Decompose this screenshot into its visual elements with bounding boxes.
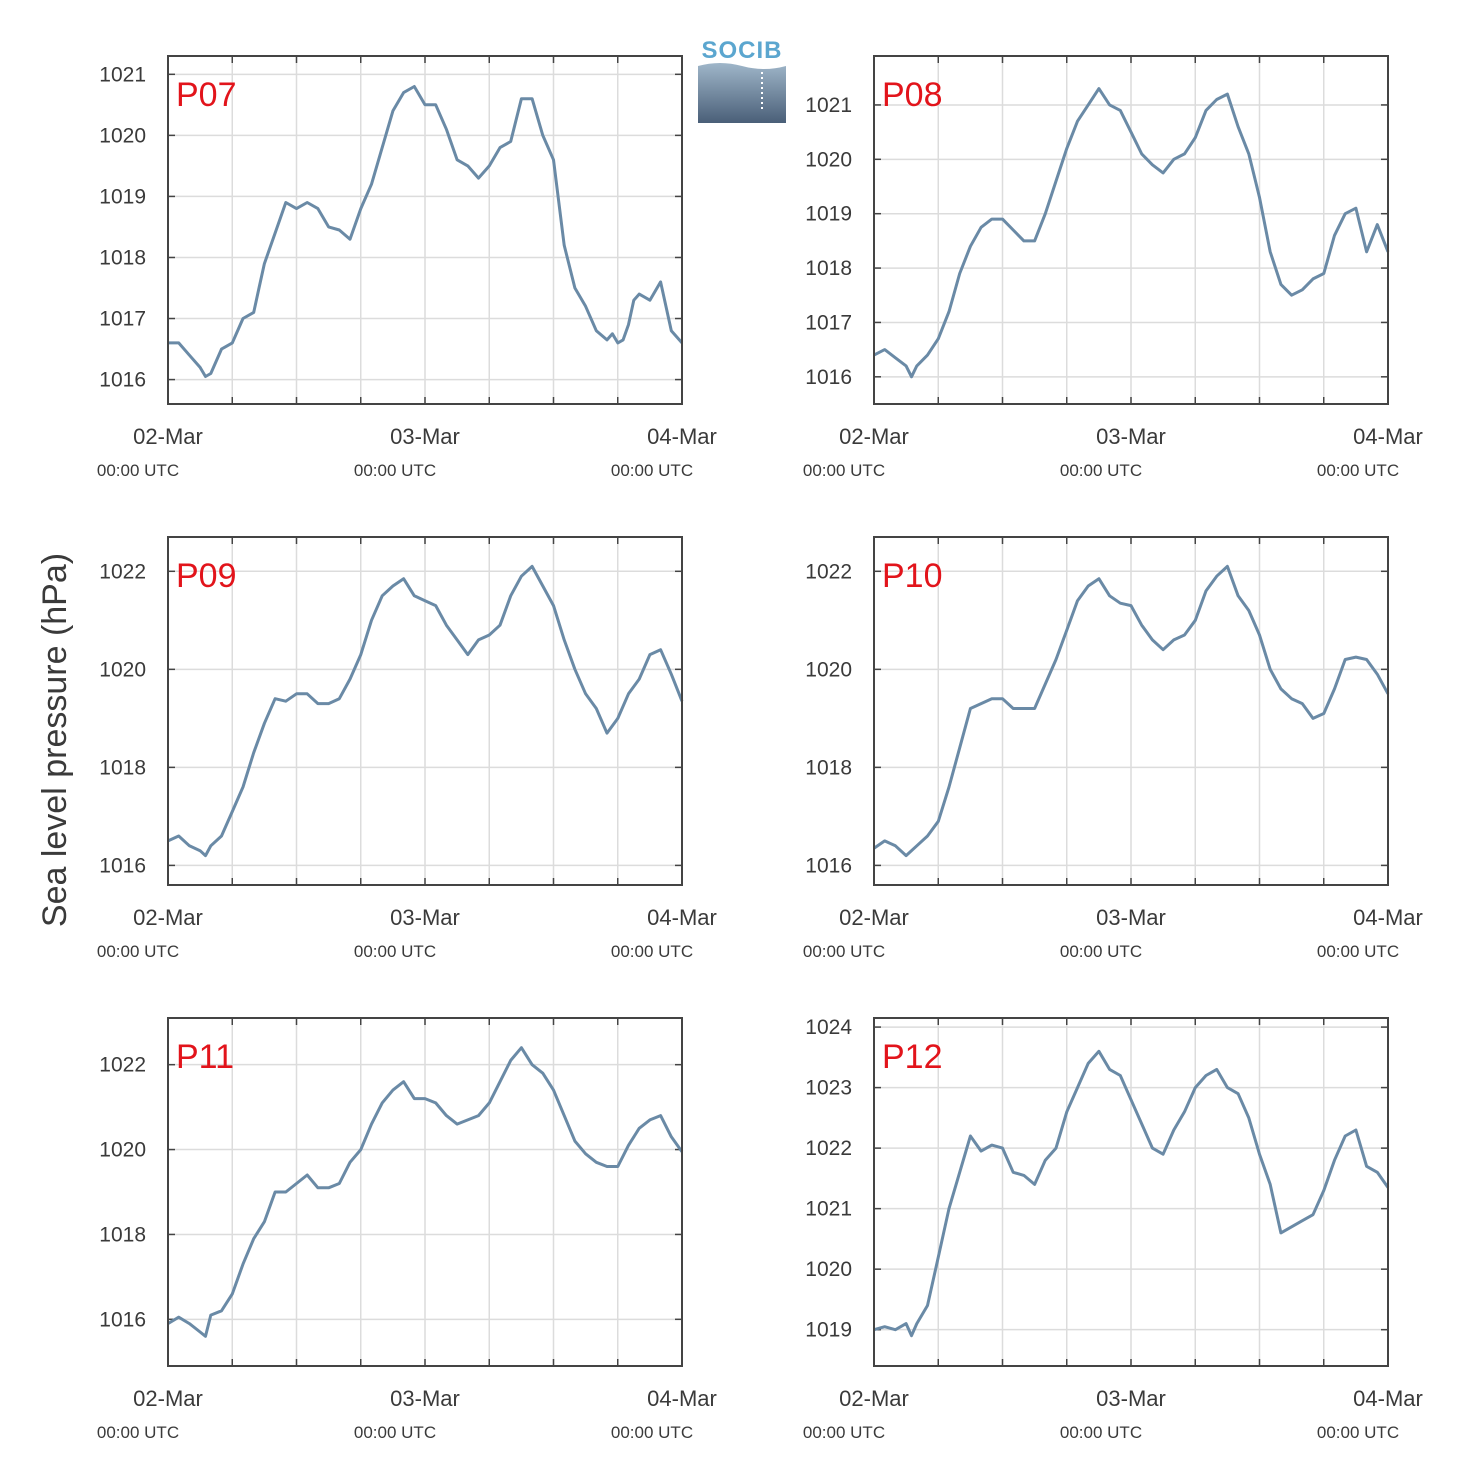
x-tick-sublabel: 00:00 UTC	[1060, 942, 1142, 961]
x-tick-label: 02-Mar	[133, 905, 203, 930]
socib-logo: SOCIB	[698, 37, 786, 123]
y-tick-label: 1023	[805, 1077, 852, 1100]
x-tick-label: 02-Mar	[839, 905, 909, 930]
y-tick-label: 1018	[99, 1223, 146, 1246]
y-axis-label: Sea level pressure (hPa)	[36, 553, 74, 927]
y-tick-label: 1016	[805, 854, 852, 877]
x-tick-sublabel: 00:00 UTC	[97, 461, 179, 480]
y-tick-label: 1019	[805, 1319, 852, 1342]
x-tick-label: 03-Mar	[390, 424, 460, 449]
panel-p10: 1016 1018 1020 1022 02-Mar 00:00 UTC 03-Mar 00:…	[803, 536, 1423, 961]
y-tick-label: 1020	[805, 148, 852, 171]
x-tick-label: 03-Mar	[1096, 905, 1166, 930]
socib-logo-wave	[698, 63, 786, 123]
y-tick-label: 1018	[99, 246, 146, 269]
x-tick-sublabel: 00:00 UTC	[354, 1423, 436, 1442]
plot-frame	[873, 536, 1389, 886]
x-tick-label: 02-Mar	[133, 424, 203, 449]
x-tick-sublabel: 00:00 UTC	[611, 1423, 693, 1442]
plot-frame	[873, 55, 1389, 405]
x-tick-sublabel: 00:00 UTC	[1060, 461, 1142, 480]
socib-logo-text: SOCIB	[701, 37, 782, 64]
y-tick-label: 1024	[805, 1016, 852, 1039]
plot-frame	[167, 1017, 683, 1367]
y-tick-label: 1020	[805, 1258, 852, 1281]
x-tick-label: 03-Mar	[1096, 1386, 1166, 1411]
y-tick-label: 1018	[805, 257, 852, 280]
y-tick-label: 1019	[99, 185, 146, 208]
x-tick-label: 04-Mar	[1353, 1386, 1423, 1411]
y-tick-label: 1022	[805, 560, 852, 583]
panel-label: P12	[882, 1038, 943, 1076]
x-tick-label: 03-Mar	[1096, 424, 1166, 449]
plot-frame	[167, 536, 683, 886]
series-line-p11	[167, 1046, 684, 1338]
x-tick-label: 04-Mar	[1353, 424, 1423, 449]
y-tick-label: 1021	[805, 1198, 852, 1221]
x-tick-sublabel: 00:00 UTC	[1060, 1423, 1142, 1442]
panel-label: P10	[882, 557, 943, 595]
y-tick-label: 1022	[805, 1137, 852, 1160]
x-tick-sublabel: 00:00 UTC	[97, 942, 179, 961]
y-tick-label: 1016	[99, 854, 146, 877]
x-tick-sublabel: 00:00 UTC	[97, 1423, 179, 1442]
x-tick-sublabel: 00:00 UTC	[1317, 942, 1399, 961]
y-tick-label: 1019	[805, 203, 852, 226]
y-tick-label: 1016	[99, 369, 146, 392]
x-tick-label: 04-Mar	[647, 905, 717, 930]
x-tick-sublabel: 00:00 UTC	[803, 461, 885, 480]
x-tick-label: 04-Mar	[1353, 905, 1423, 930]
y-tick-label: 1016	[99, 1308, 146, 1331]
y-tick-label: 1018	[805, 756, 852, 779]
plot-frame	[873, 1017, 1389, 1367]
panel-label: P07	[176, 76, 237, 114]
panel-label: P09	[176, 557, 237, 595]
x-tick-label: 03-Mar	[390, 905, 460, 930]
x-tick-sublabel: 00:00 UTC	[1317, 461, 1399, 480]
x-tick-label: 02-Mar	[133, 1386, 203, 1411]
x-tick-label: 02-Mar	[839, 1386, 909, 1411]
panel-p07: 1016 1017 1018 1019 1020 1021 02-Mar 00:00 UTC 0…	[97, 55, 717, 480]
panel-label: P08	[882, 76, 943, 114]
y-tick-label: 1018	[99, 756, 146, 779]
y-tick-label: 1022	[99, 1054, 146, 1077]
y-tick-label: 1020	[805, 658, 852, 681]
plot-frame	[167, 55, 683, 405]
y-tick-label: 1022	[99, 560, 146, 583]
x-tick-label: 03-Mar	[390, 1386, 460, 1411]
y-tick-label: 1020	[99, 658, 146, 681]
x-tick-sublabel: 00:00 UTC	[1317, 1423, 1399, 1442]
series-line-p10	[873, 564, 1390, 858]
y-tick-label: 1021	[805, 94, 852, 117]
y-tick-label: 1017	[805, 311, 852, 334]
y-tick-label: 1020	[99, 1139, 146, 1162]
x-tick-sublabel: 00:00 UTC	[611, 942, 693, 961]
series-line-p08	[873, 87, 1390, 379]
panel-p11: 1016 1018 1020 1022 02-Mar 00:00 UTC 03-Mar 00:…	[97, 1017, 717, 1442]
series-line-p09	[167, 564, 684, 858]
y-tick-label: 1021	[99, 63, 146, 86]
x-tick-label: 04-Mar	[647, 1386, 717, 1411]
x-tick-label: 04-Mar	[647, 424, 717, 449]
panel-label: P11	[176, 1038, 234, 1076]
x-tick-sublabel: 00:00 UTC	[803, 1423, 885, 1442]
y-tick-label: 1017	[99, 308, 146, 331]
y-tick-label: 1016	[805, 366, 852, 389]
x-tick-sublabel: 00:00 UTC	[611, 461, 693, 480]
panel-p09: 1016 1018 1020 1022 02-Mar 00:00 UTC 03-Mar 00:…	[97, 536, 717, 961]
series-line-p07	[168, 85, 684, 378]
x-tick-sublabel: 00:00 UTC	[354, 942, 436, 961]
series-line-p12	[873, 1049, 1390, 1338]
x-tick-label: 02-Mar	[839, 424, 909, 449]
panel-p08: 1016 1017 1018 1019 1020 1021 02-Mar 00:00 UTC 0…	[803, 55, 1423, 480]
y-tick-label: 1020	[99, 124, 146, 147]
panel-p12: 1019 1020 1021 1022 1023 1024 02-Mar 00:00 UTC 0…	[803, 1016, 1423, 1442]
x-tick-sublabel: 00:00 UTC	[354, 461, 436, 480]
x-tick-sublabel: 00:00 UTC	[803, 942, 885, 961]
